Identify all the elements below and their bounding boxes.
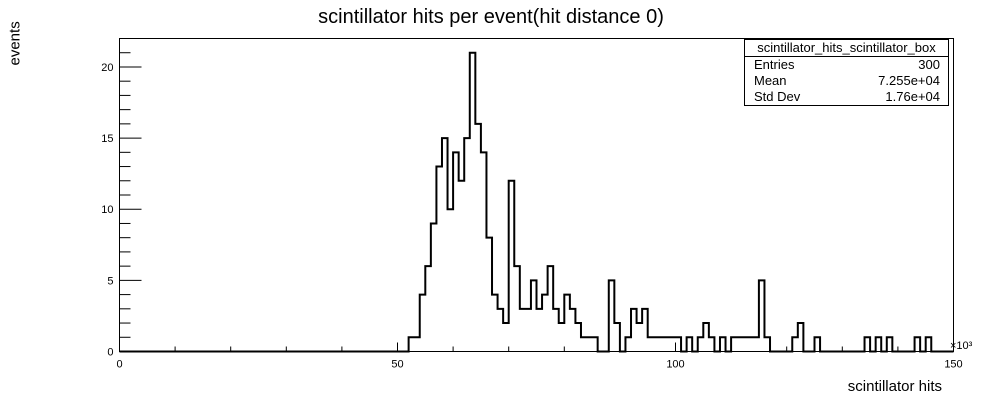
histogram-bin (637, 323, 643, 351)
histogram-bin (537, 309, 543, 352)
histogram-bin (653, 337, 659, 351)
histogram-bin (670, 337, 676, 351)
histogram-bin (753, 337, 759, 351)
y-tick-label: 15 (101, 133, 113, 145)
x-axis-multiplier: ×10³ (950, 340, 973, 352)
x-axis-label: scintillator hits (847, 378, 942, 395)
histogram-bin (559, 323, 565, 351)
x-tick-label: 150 (944, 359, 962, 371)
stats-entries-label: Entries (754, 57, 795, 72)
stats-box: scintillator_hits_scintillator_box Entri… (744, 39, 949, 106)
histogram-bin (448, 209, 454, 351)
histogram-outline (119, 51, 954, 353)
histogram-bin (520, 309, 526, 352)
histogram-bin (475, 124, 481, 352)
histogram-bin (648, 337, 654, 351)
histogram-bin (737, 337, 743, 351)
stats-row-stddev: Std Dev 1.76e+04 (745, 89, 948, 105)
axis-ticks: 0 50 100 150 0 5 10 15 20 (101, 38, 963, 371)
stats-mean-value: 7.255e+04 (878, 73, 940, 88)
stats-row-entries: Entries 300 (745, 57, 948, 73)
x-tick-label: 0 (116, 359, 122, 371)
x-tick-label: 50 (391, 359, 403, 371)
stats-mean-label: Mean (754, 73, 787, 88)
histogram-bin (659, 337, 665, 351)
stats-entries-value: 300 (918, 57, 940, 72)
stats-row-mean: Mean 7.255e+04 (745, 73, 948, 89)
histogram-bin (459, 181, 465, 352)
y-tick-label: 5 (107, 275, 113, 287)
y-tick-label: 10 (101, 204, 113, 216)
histogram-bin (587, 337, 593, 351)
histogram-bin (748, 337, 754, 351)
stats-box-title: scintillator_hits_scintillator_box (745, 40, 948, 57)
stats-stddev-value: 1.76e+04 (885, 89, 940, 104)
chart-title: scintillator hits per event(hit distance… (318, 6, 664, 28)
histogram-bin (414, 337, 420, 351)
histogram-bin (503, 323, 509, 351)
histogram-bin (664, 337, 670, 351)
stats-stddev-label: Std Dev (754, 89, 801, 104)
y-tick-label: 20 (101, 62, 113, 74)
y-tick-label: 0 (107, 347, 113, 359)
x-tick-label: 100 (666, 359, 684, 371)
histogram-bin (742, 337, 748, 351)
histogram-bin (525, 309, 531, 352)
histogram-bin (581, 337, 587, 351)
